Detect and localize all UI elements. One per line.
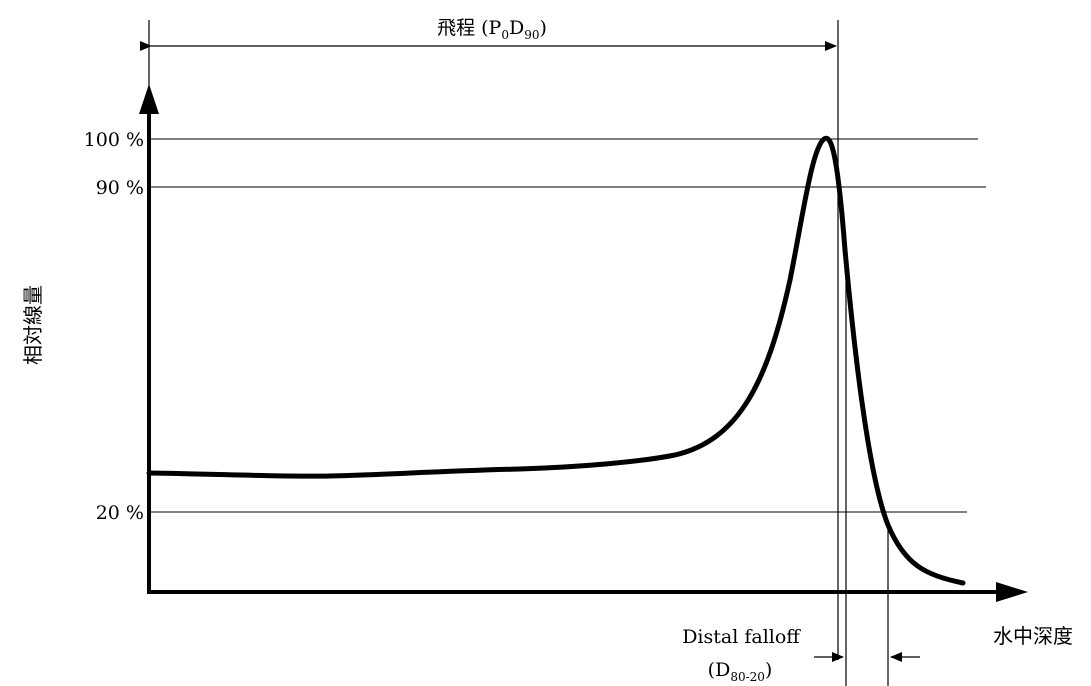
falloff-label-open: (D xyxy=(708,659,731,681)
level-label-100: 100 % xyxy=(84,129,144,151)
y-axis-label: 相対線量 xyxy=(21,285,45,365)
range-label-sub-p: 0 xyxy=(501,28,509,42)
falloff-label-line2: (D80-20) xyxy=(708,659,773,684)
depth-dose-curve xyxy=(146,135,966,586)
range-label-d: D xyxy=(509,17,524,39)
y-axis-arrowhead xyxy=(139,84,159,114)
level-label-20: 20 % xyxy=(96,502,144,524)
falloff-label-sub: 80-20 xyxy=(730,670,765,684)
range-label-text: 飛程 (P xyxy=(437,17,501,39)
level-label-90: 90 % xyxy=(96,177,144,199)
range-label-sub-d: 90 xyxy=(524,28,539,42)
range-label: 飛程 (P0D90) xyxy=(437,17,547,42)
falloff-label-line1: Distal falloff xyxy=(682,626,801,648)
range-label-close: ) xyxy=(539,17,546,39)
x-axis-arrowhead xyxy=(996,582,1028,602)
falloff-label-close: ) xyxy=(765,659,772,681)
x-axis-label: 水中深度 xyxy=(993,624,1073,648)
